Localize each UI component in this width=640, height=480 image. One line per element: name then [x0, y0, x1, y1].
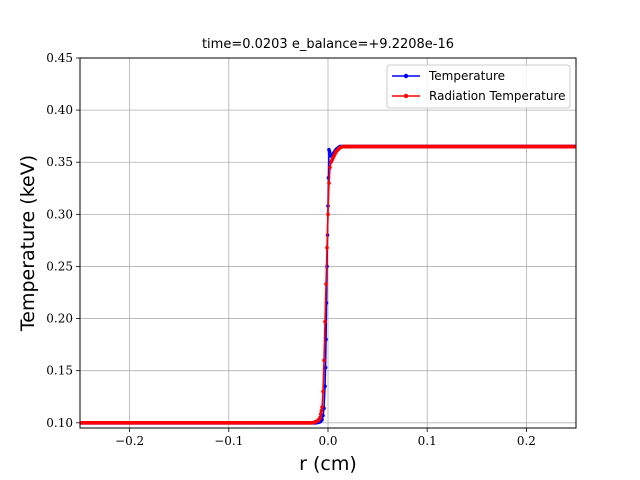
- y-tick-label: 0.10: [46, 416, 73, 430]
- y-axis-ticks: 0.10 0.15 0.20 0.25 0.30 0.35 0.40 0.45: [46, 51, 80, 430]
- y-tick-label: 0.40: [46, 103, 73, 117]
- legend: Temperature Radiation Temperature: [386, 64, 571, 109]
- data-point: [328, 165, 332, 170]
- x-axis-label: r (cm): [299, 453, 357, 475]
- legend-marker: [403, 93, 409, 99]
- x-tick-label: 0.0: [318, 434, 337, 448]
- y-tick-label: 0.15: [46, 364, 73, 378]
- x-axis-ticks: −0.2 −0.1 0.0 0.1 0.2: [115, 428, 536, 448]
- y-tick-label: 0.30: [46, 207, 73, 221]
- x-tick-label: −0.2: [115, 434, 144, 448]
- data-point: [320, 405, 324, 409]
- y-tick-label: 0.25: [46, 259, 73, 273]
- data-point: [322, 358, 326, 363]
- series-layer: [80, 144, 576, 425]
- data-point: [325, 245, 329, 250]
- data-point: [326, 212, 330, 217]
- data-point: [318, 412, 323, 416]
- legend-label: Temperature: [428, 69, 505, 83]
- legend-item: Radiation Temperature: [392, 89, 566, 103]
- legend-marker: [403, 73, 409, 79]
- series-radiation-temperature: [80, 144, 576, 425]
- y-tick-label: 0.35: [46, 155, 73, 169]
- data-point: [323, 384, 327, 389]
- y-axis-label: Temperature (keV): [17, 155, 39, 332]
- data-point: [319, 408, 324, 413]
- legend-box: [386, 64, 571, 109]
- legend-label: Radiation Temperature: [429, 89, 566, 103]
- legend-item: Temperature: [392, 69, 505, 83]
- chart-title: time=0.0203 e_balance=+9.2208e-16: [202, 37, 454, 52]
- x-tick-label: −0.1: [214, 434, 243, 448]
- x-tick-label: 0.1: [418, 434, 437, 448]
- y-tick-label: 0.45: [46, 51, 73, 65]
- data-point: [321, 389, 325, 394]
- data-point: [318, 415, 322, 420]
- data-point: [327, 150, 332, 154]
- y-tick-label: 0.20: [46, 312, 73, 326]
- data-point: [324, 282, 328, 286]
- data-point: [323, 319, 327, 324]
- x-tick-label: 0.2: [517, 434, 536, 448]
- data-point: [327, 181, 331, 185]
